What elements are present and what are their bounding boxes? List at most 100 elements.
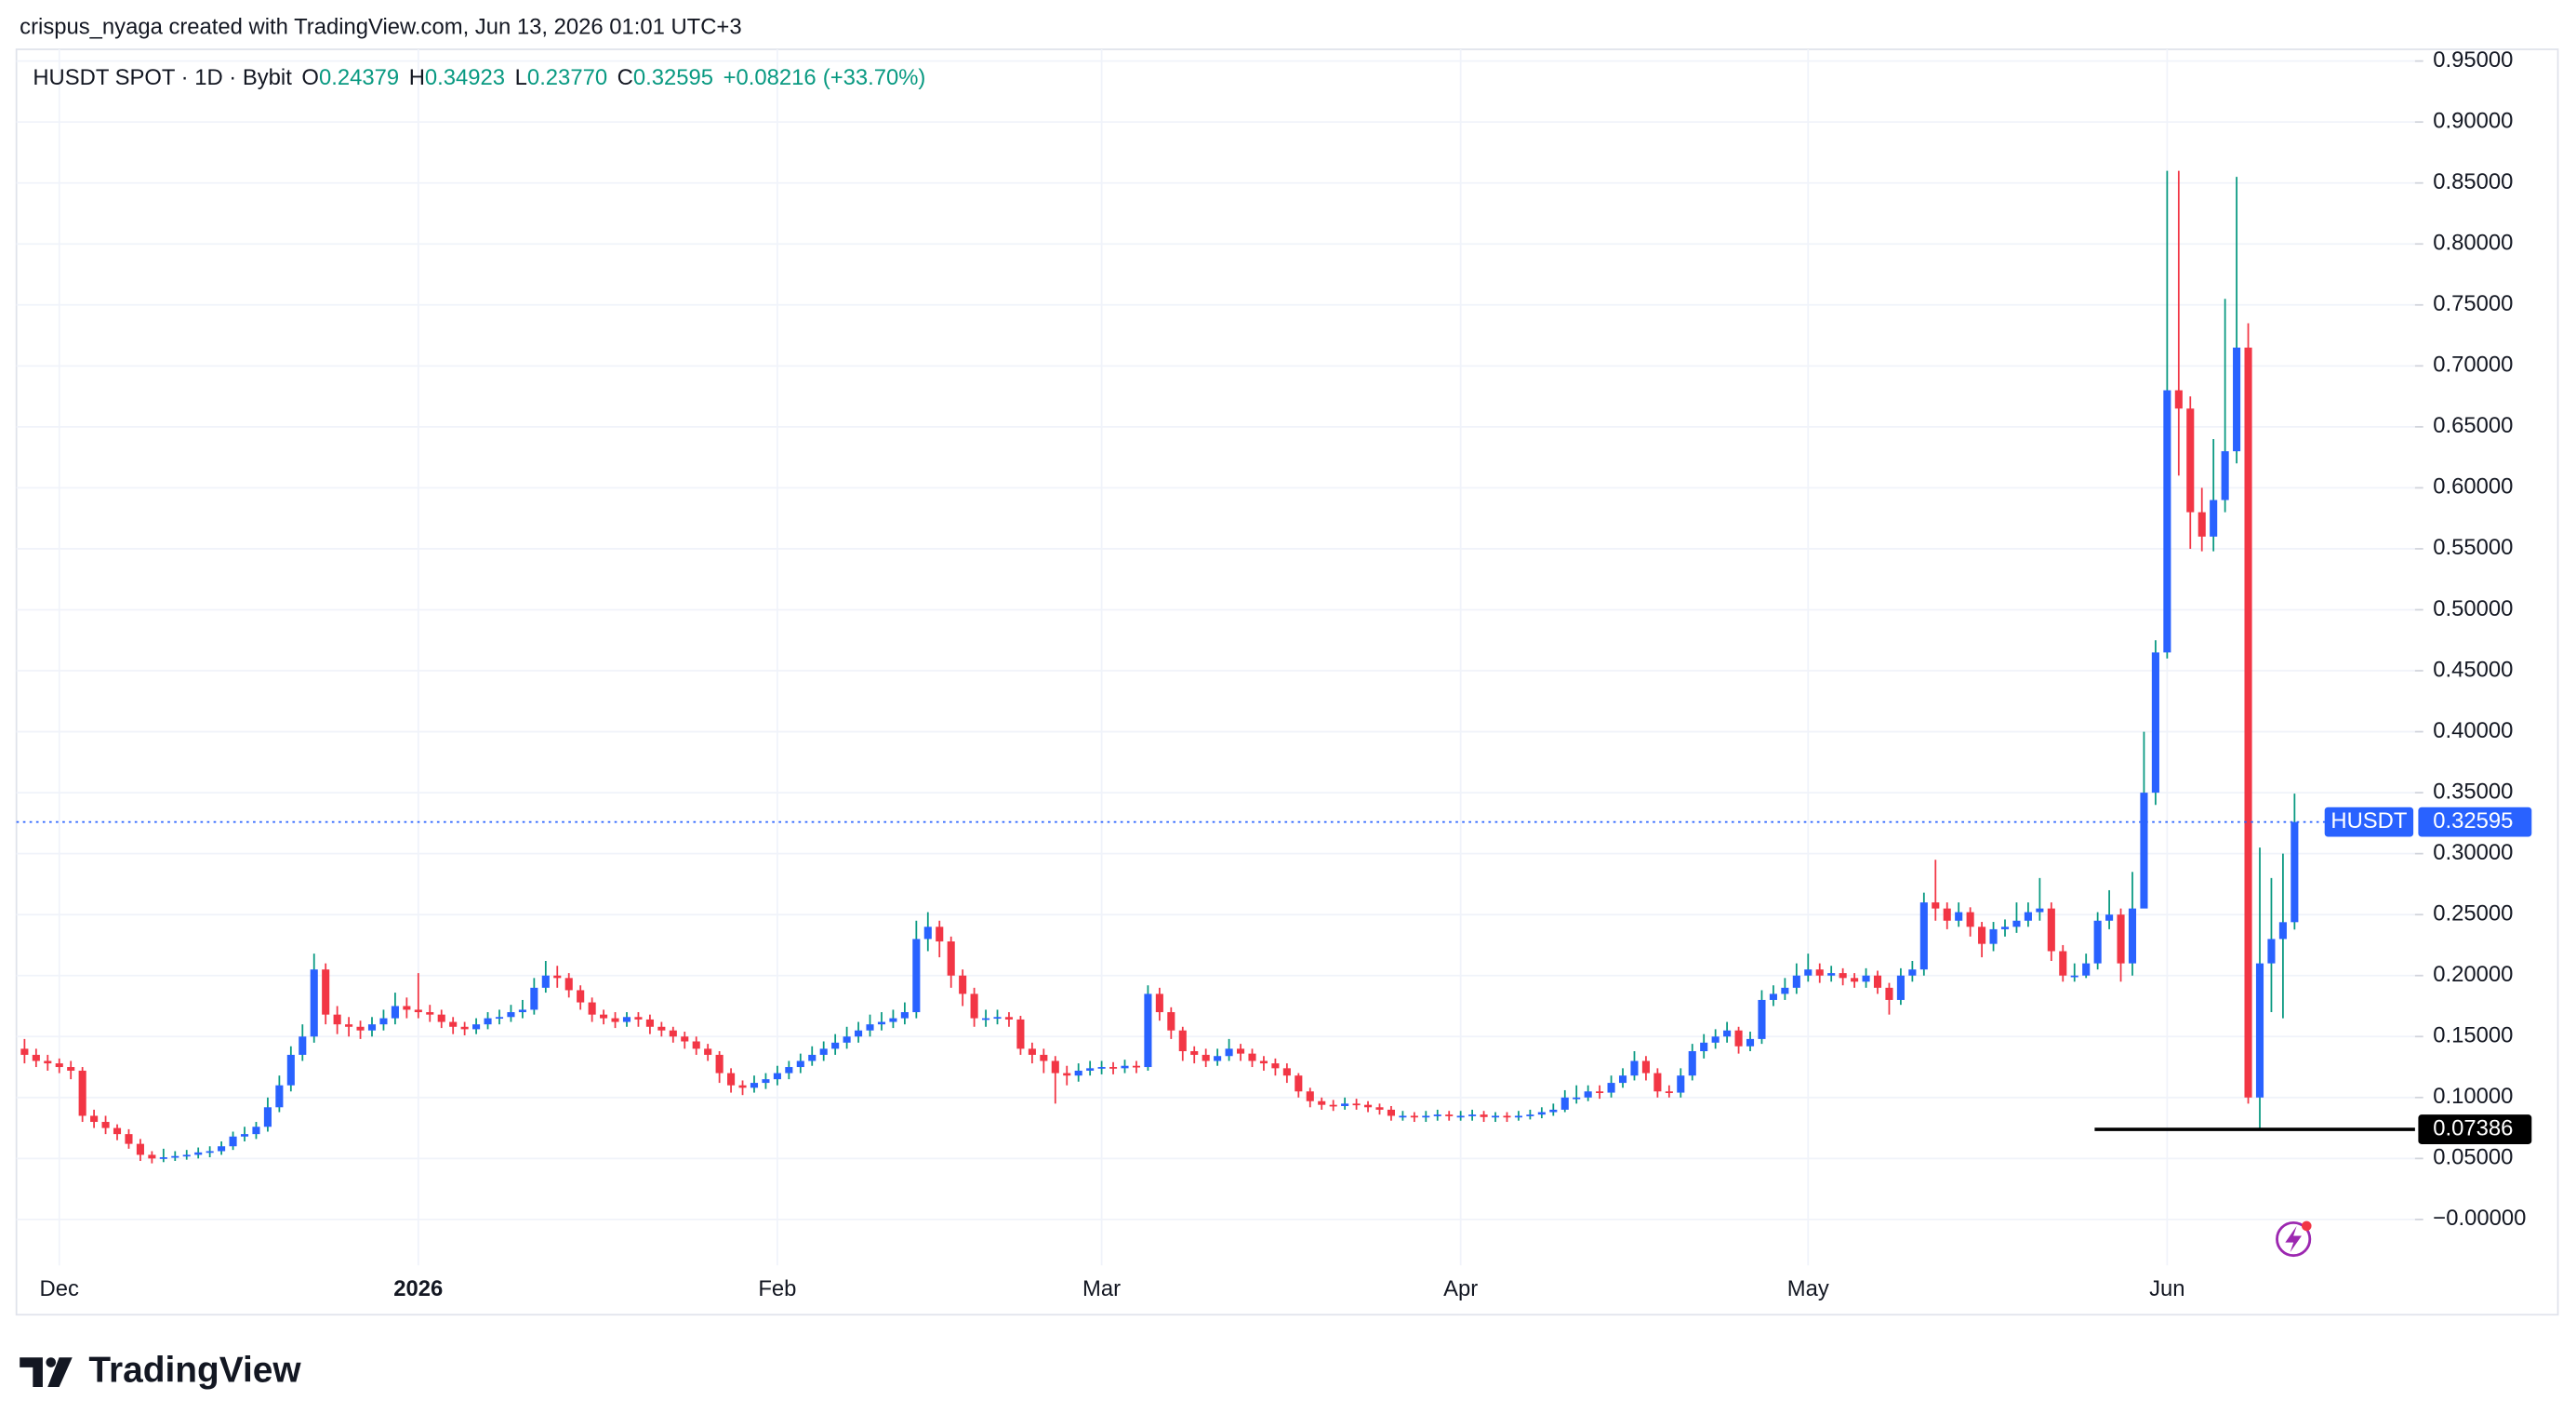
x-tick-label: 2026 <box>393 1276 443 1301</box>
candle-body <box>159 1157 167 1159</box>
candle-body <box>866 1024 874 1031</box>
ohlc-key: L <box>515 65 527 90</box>
candle-body <box>1560 1097 1569 1110</box>
price-value: 0.32595 <box>2433 808 2513 834</box>
candle-body <box>2244 347 2252 1098</box>
candle-body <box>1121 1065 1129 1069</box>
candle-body <box>1202 1054 1210 1061</box>
candle-body <box>286 1054 295 1086</box>
candle-body <box>1514 1115 1522 1118</box>
candle-body <box>1804 969 1812 976</box>
candle-body <box>1236 1048 1245 1054</box>
candle-body <box>2151 652 2159 794</box>
candle-body <box>1596 1091 1604 1094</box>
symbol: HUSDT SPOT · 1D · Bybit <box>33 65 292 90</box>
candle-body <box>507 1012 515 1018</box>
candle-body <box>1214 1056 1222 1061</box>
candle-body <box>1919 902 1928 970</box>
candle-body <box>1630 1060 1639 1076</box>
candle-body <box>2163 390 2171 653</box>
candle-body <box>715 1054 724 1074</box>
candle-body <box>1329 1104 1337 1107</box>
candle-body <box>762 1079 770 1084</box>
candle-body <box>923 927 932 940</box>
candle-body <box>2233 347 2241 452</box>
candle-body <box>692 1041 700 1049</box>
candle-body <box>1573 1097 1581 1100</box>
candle-body <box>2093 920 2102 964</box>
attribution: crispus_nyaga created with TradingView.c… <box>20 14 741 39</box>
candle-body <box>1155 994 1163 1013</box>
candle-body <box>1341 1103 1349 1106</box>
candle-body <box>2174 390 2183 409</box>
candle-body <box>1387 1109 1395 1116</box>
candle-body <box>182 1154 191 1157</box>
candle-body <box>194 1152 203 1155</box>
candle-body <box>1491 1115 1500 1118</box>
candle-body <box>1097 1067 1106 1069</box>
candle-body <box>1109 1067 1118 1069</box>
candle-body <box>20 1048 29 1055</box>
candle-body <box>1746 1038 1755 1047</box>
candle-body <box>55 1063 63 1068</box>
candle-body <box>727 1073 736 1086</box>
candle-body <box>1190 1050 1199 1055</box>
candle-body <box>1677 1075 1685 1093</box>
candle-body <box>912 939 921 1013</box>
ohlc-legend: HUSDT SPOT · 1D · Bybit O0.24379 H0.34923 L… <box>33 65 925 90</box>
candle-body <box>1769 994 1777 1000</box>
candle-body <box>1016 1019 1025 1049</box>
candle-body <box>2047 908 2055 952</box>
candle-body <box>148 1154 156 1159</box>
candle-body <box>645 1019 654 1027</box>
y-tick-label: 0.75000 <box>2433 291 2513 316</box>
y-tick-label: 0.35000 <box>2433 779 2513 804</box>
y-tick-label: 0.05000 <box>2433 1145 2513 1170</box>
candle-body <box>704 1048 712 1055</box>
candle-body <box>1167 1012 1175 1031</box>
y-tick-label: 0.30000 <box>2433 840 2513 865</box>
candle-body <box>252 1127 260 1135</box>
candle-body <box>171 1155 179 1158</box>
candle-body <box>1422 1115 1430 1118</box>
candle-body <box>322 969 330 1015</box>
ohlc-value: 0.34923 <box>425 65 505 90</box>
candle-body <box>1688 1050 1696 1076</box>
candle-body <box>299 1036 307 1055</box>
candle-body <box>1665 1091 1673 1094</box>
ohlc-key: C <box>617 65 633 90</box>
candle-body <box>1259 1060 1268 1064</box>
candle-body <box>1839 973 1847 979</box>
candle-body <box>773 1073 781 1080</box>
candle-body <box>1862 975 1870 982</box>
candle-body <box>218 1146 226 1152</box>
candle-body <box>437 1014 445 1022</box>
candle-body <box>831 1042 840 1049</box>
candle-body <box>1549 1109 1558 1113</box>
candle-body <box>518 1009 526 1013</box>
x-tick-label: Feb <box>758 1276 796 1301</box>
candle-body <box>403 1006 411 1010</box>
candle-body <box>1792 975 1800 988</box>
candle-body <box>588 1002 596 1015</box>
chart-frame <box>15 48 2559 1316</box>
candle-body <box>414 1009 422 1013</box>
candle-body <box>855 1030 863 1037</box>
candle-body <box>1028 1048 1036 1055</box>
candle-body <box>275 1085 284 1108</box>
candle-body <box>206 1151 214 1154</box>
candle-body <box>67 1067 75 1071</box>
logo-text: TradingView <box>88 1350 301 1390</box>
candle-body <box>1943 908 1951 921</box>
candle-body <box>611 1018 619 1022</box>
candle-body <box>808 1054 817 1061</box>
candle-body <box>1433 1114 1441 1116</box>
candle-body <box>426 1012 434 1015</box>
candle-body <box>959 975 967 994</box>
candle-body <box>310 969 318 1037</box>
candle-body <box>669 1030 677 1037</box>
change: +0.08216 <box>724 65 817 90</box>
candle-body <box>564 978 573 991</box>
candle-body <box>263 1107 272 1127</box>
